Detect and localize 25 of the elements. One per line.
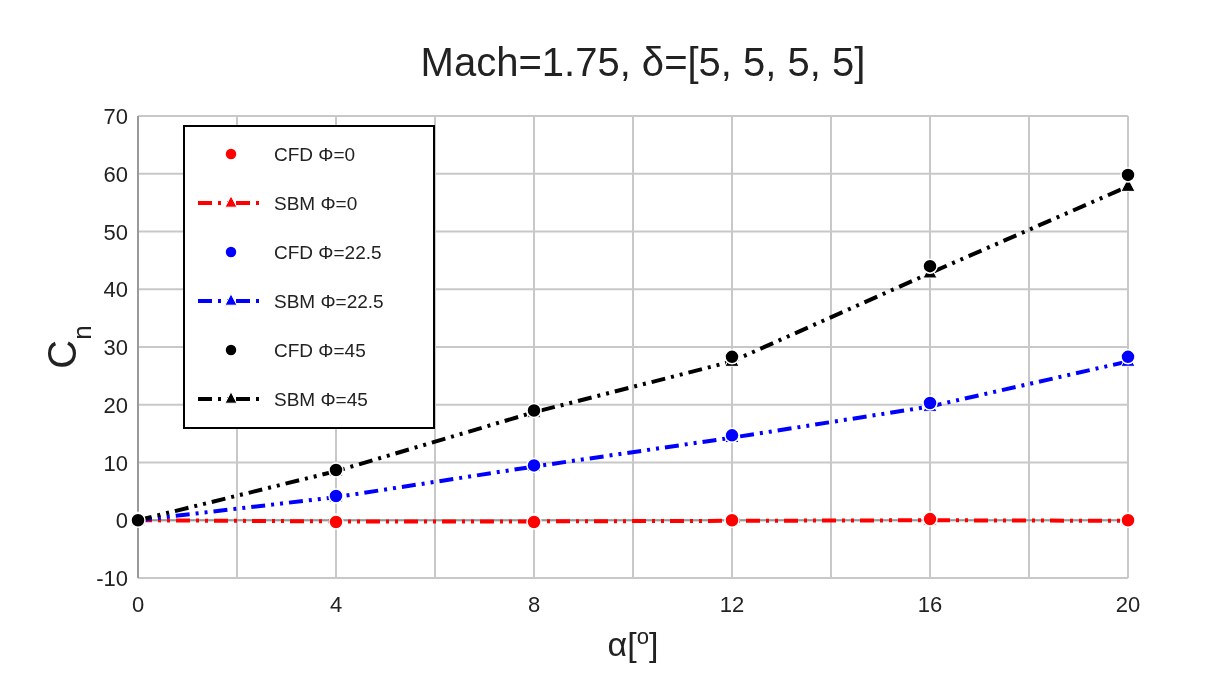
y-tick-label: 20 <box>103 392 128 418</box>
y-tick-label: 50 <box>103 219 128 245</box>
x-tick-label: 4 <box>329 592 343 617</box>
x-tick-label: 12 <box>719 592 745 617</box>
y-tick-label: 0 <box>115 508 128 534</box>
x-tick-label: 20 <box>1115 592 1141 617</box>
y-tick-label: 70 <box>103 104 128 129</box>
x-axis-title: α[$^{o}$] <box>607 623 659 663</box>
legend-label: SBM Φ=0 <box>274 193 358 214</box>
y-tick-label: 40 <box>103 277 128 303</box>
chart-title: Mach=1.75, δ=[5, 5, 5, 5] <box>420 40 866 84</box>
legend-label: SBM Φ=45 <box>274 389 368 410</box>
point <box>1120 167 1136 183</box>
legend-label: CFD Φ=45 <box>274 340 366 361</box>
y-tick-label: 60 <box>103 161 128 187</box>
legend-label: CFD Φ=0 <box>274 144 356 165</box>
x-tick-label: 0 <box>131 592 145 617</box>
y-tick-label: -10 <box>96 566 128 591</box>
x-tick-label: 16 <box>917 592 943 617</box>
point <box>922 258 938 274</box>
y-tick-label: 10 <box>103 450 128 476</box>
legend-label: SBM Φ=22.5 <box>274 291 384 312</box>
legend-label: CFD Φ=22.5 <box>274 242 382 263</box>
y-tick-label: 30 <box>103 335 128 360</box>
x-tick-label: 8 <box>527 592 541 617</box>
